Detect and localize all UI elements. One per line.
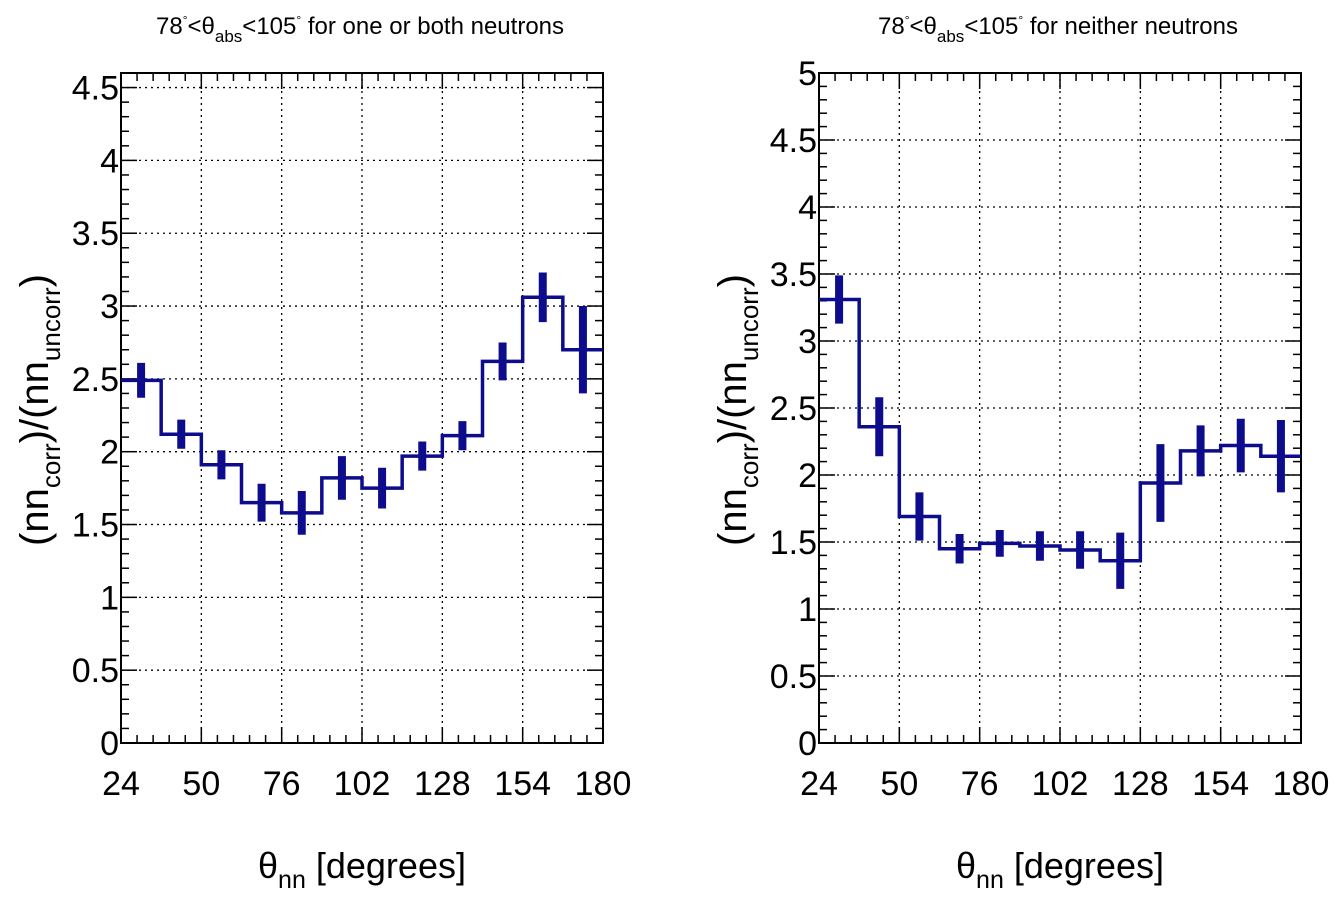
right-x-axis-label: θnn [degrees] bbox=[956, 845, 1164, 894]
left-panel: 78°<θabs<105° for one or both neutrons θ… bbox=[13, 13, 631, 894]
right-y-tick-label: 0 bbox=[798, 725, 817, 763]
right-y-tick-label: 1.5 bbox=[770, 524, 817, 562]
left-y-tick-label: 2 bbox=[100, 434, 119, 472]
left-y-tick-label: 0.5 bbox=[72, 652, 119, 690]
right-y-tick-label: 3 bbox=[798, 323, 817, 361]
right-histogram-line bbox=[819, 297, 1301, 563]
right-y-tick-label: 4.5 bbox=[770, 122, 817, 160]
left-plot-frame bbox=[120, 72, 604, 744]
left-x-tick-label: 24 bbox=[102, 765, 140, 803]
right-y-tick-label: 2 bbox=[798, 457, 817, 495]
right-x-tick-label: 180 bbox=[1273, 765, 1330, 803]
left-x-tick-label: 154 bbox=[494, 765, 551, 803]
right-y-tick-label: 4 bbox=[798, 189, 817, 227]
left-x-tick-label: 76 bbox=[263, 765, 301, 803]
right-x-tick-label: 128 bbox=[1112, 765, 1169, 803]
left-x-tick-label: 180 bbox=[575, 765, 632, 803]
right-x-tick-label: 50 bbox=[880, 765, 918, 803]
right-x-tick-label: 76 bbox=[961, 765, 999, 803]
right-x-tick-label: 102 bbox=[1032, 765, 1089, 803]
left-y-axis-label: (nncorr)/(nnuncorr) bbox=[13, 274, 66, 546]
left-x-tick-label: 128 bbox=[414, 765, 471, 803]
right-y-tick-label: 5 bbox=[798, 55, 817, 93]
left-x-axis-label: θnn [degrees] bbox=[258, 845, 466, 894]
left-histogram-line bbox=[121, 295, 603, 515]
left-y-tick-label: 4 bbox=[100, 142, 119, 180]
right-y-axis-label: (nncorr)/(nnuncorr) bbox=[711, 274, 764, 546]
left-x-tick-label: 102 bbox=[334, 765, 391, 803]
left-y-tick-label: 3 bbox=[100, 288, 119, 326]
right-x-tick-label: 154 bbox=[1192, 765, 1249, 803]
left-x-tick-label: 50 bbox=[182, 765, 220, 803]
left-y-tick-label: 0 bbox=[100, 725, 119, 763]
right-y-tick-label: 2.5 bbox=[770, 390, 817, 428]
right-x-tick-label: 24 bbox=[800, 765, 838, 803]
left-y-tick-label: 2.5 bbox=[72, 361, 119, 399]
right-panel: 78°<θabs<105° for neither neutrons θnn [… bbox=[711, 13, 1329, 894]
right-y-tick-label: 3.5 bbox=[770, 256, 817, 294]
right-chart-title: 78°<θabs<105° for neither neutrons bbox=[878, 13, 1238, 46]
right-y-tick-label: 0.5 bbox=[770, 658, 817, 696]
left-chart-title: 78°<θabs<105° for one or both neutrons bbox=[156, 13, 564, 46]
left-y-tick-label: 1.5 bbox=[72, 507, 119, 545]
left-y-tick-label: 3.5 bbox=[72, 215, 119, 253]
left-y-tick-label: 4.5 bbox=[72, 70, 119, 108]
right-y-tick-label: 1 bbox=[798, 591, 817, 629]
left-y-tick-label: 1 bbox=[100, 579, 119, 617]
